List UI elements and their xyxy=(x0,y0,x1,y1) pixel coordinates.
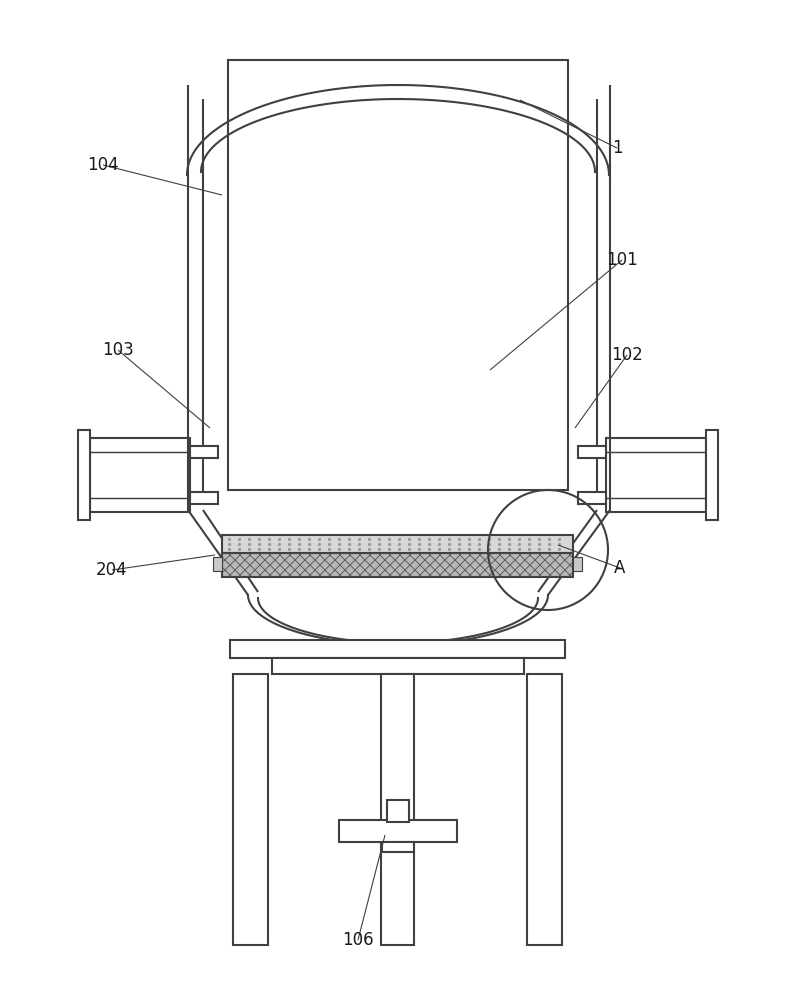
Text: 104: 104 xyxy=(88,156,119,174)
Bar xyxy=(233,674,268,945)
Bar xyxy=(527,674,562,945)
Bar xyxy=(222,535,573,553)
Text: A: A xyxy=(615,559,626,577)
Bar xyxy=(387,800,409,822)
Bar xyxy=(222,553,573,577)
Text: 103: 103 xyxy=(102,341,134,359)
Bar xyxy=(706,430,718,520)
Bar xyxy=(272,658,524,674)
Bar xyxy=(190,492,218,504)
Bar xyxy=(78,430,90,520)
Bar xyxy=(230,640,565,658)
Text: 204: 204 xyxy=(96,561,128,579)
Text: 1: 1 xyxy=(611,139,622,157)
Bar xyxy=(578,492,606,504)
Bar xyxy=(228,60,568,490)
Text: 101: 101 xyxy=(606,251,638,269)
Bar xyxy=(381,674,414,945)
Bar xyxy=(90,438,190,512)
Bar xyxy=(573,557,582,571)
Bar xyxy=(213,557,222,571)
Bar xyxy=(606,438,706,512)
Text: 102: 102 xyxy=(611,346,643,364)
Bar xyxy=(382,842,414,852)
Bar xyxy=(339,820,457,842)
Text: 106: 106 xyxy=(342,931,374,949)
Bar xyxy=(578,446,606,458)
Bar xyxy=(190,446,218,458)
